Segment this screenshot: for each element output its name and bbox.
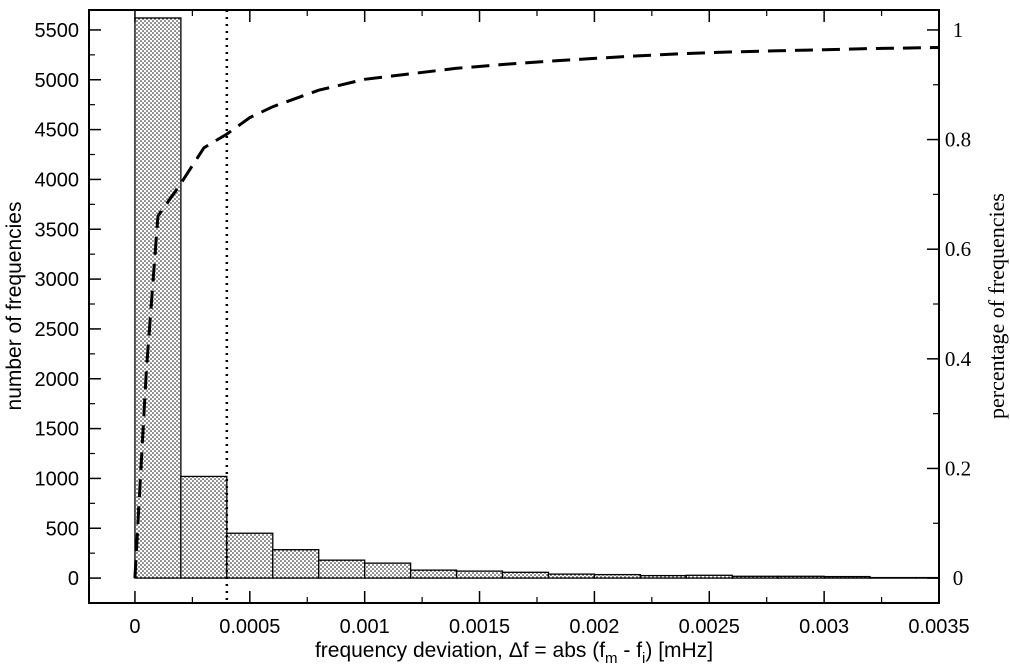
histogram-bar — [318, 559, 366, 579]
histogram-bar — [685, 574, 733, 579]
histogram-bar — [823, 575, 871, 579]
y-tick-label: 5500 — [35, 20, 80, 42]
y-tick-label: 4000 — [35, 169, 80, 191]
histogram-bar — [364, 562, 412, 579]
y-tick-label: 0 — [68, 568, 79, 590]
histogram-bar — [593, 573, 642, 579]
x-tick-label: 0.0035 — [908, 616, 969, 638]
histogram-bar — [455, 570, 504, 579]
histogram-bar — [180, 475, 228, 579]
y-tick-label: 2500 — [35, 319, 80, 341]
y2-tick-label: 0.4 — [945, 347, 972, 371]
cumulative-percentage-line — [133, 46, 939, 579]
y-tick-label: 5000 — [35, 70, 80, 92]
x-tick-label: 0.0025 — [679, 616, 740, 638]
x-tick-label: 0 — [129, 616, 140, 638]
y-axis-title-left: number of frequencies — [3, 202, 26, 411]
y-tick-label: 3500 — [35, 219, 80, 241]
y-axis-right: 0 0.2 0.4 0.6 0.8 1 — [927, 18, 972, 590]
histogram-bar — [547, 573, 596, 579]
x-tick-label: 0.0015 — [449, 616, 510, 638]
histogram-bar — [731, 575, 779, 579]
plot-frame — [88, 9, 940, 604]
y2-tick-label: 0.8 — [945, 128, 971, 152]
y2-tick-label: 0 — [953, 566, 964, 590]
x-axis: 0 0.0005 0.001 0.0015 0.002 0.0025 0.003 0.0035 — [129, 10, 970, 638]
histogram-bar — [639, 574, 687, 579]
overlay-lines — [133, 10, 939, 603]
x-tick-label: 0.001 — [340, 616, 390, 638]
histogram-bar — [134, 17, 182, 579]
y2-tick-label: 1 — [953, 18, 964, 42]
histogram-bar — [272, 549, 320, 579]
x-tick-label: 0.003 — [799, 616, 849, 638]
y2-tick-label: 0.2 — [945, 456, 971, 480]
y-tick-label: 1500 — [35, 419, 80, 441]
histogram-bars — [134, 17, 939, 579]
y-tick-label: 1000 — [35, 468, 80, 490]
histogram-bar — [226, 532, 274, 579]
x-tick-label: 0.002 — [569, 616, 619, 638]
histogram-bar — [777, 575, 825, 579]
y-tick-label: 3000 — [35, 269, 80, 291]
y-axis-title-right: percentage of frequencies — [984, 193, 1009, 419]
y-tick-label: 4500 — [35, 120, 80, 142]
histogram-bar — [409, 569, 458, 579]
x-tick-label: 0.0005 — [219, 616, 280, 638]
histogram-bar — [501, 571, 550, 579]
y2-tick-label: 0.6 — [945, 237, 971, 261]
x-axis-title: frequency deviation, Δf = abs (fm - fi) … — [315, 639, 713, 667]
y-axis-left: 0 500 1000 1500 2000 2500 3000 3500 4000 4500 5000… — [35, 20, 101, 590]
y-tick-label: 2000 — [35, 369, 80, 391]
y-tick-label: 500 — [46, 518, 79, 540]
